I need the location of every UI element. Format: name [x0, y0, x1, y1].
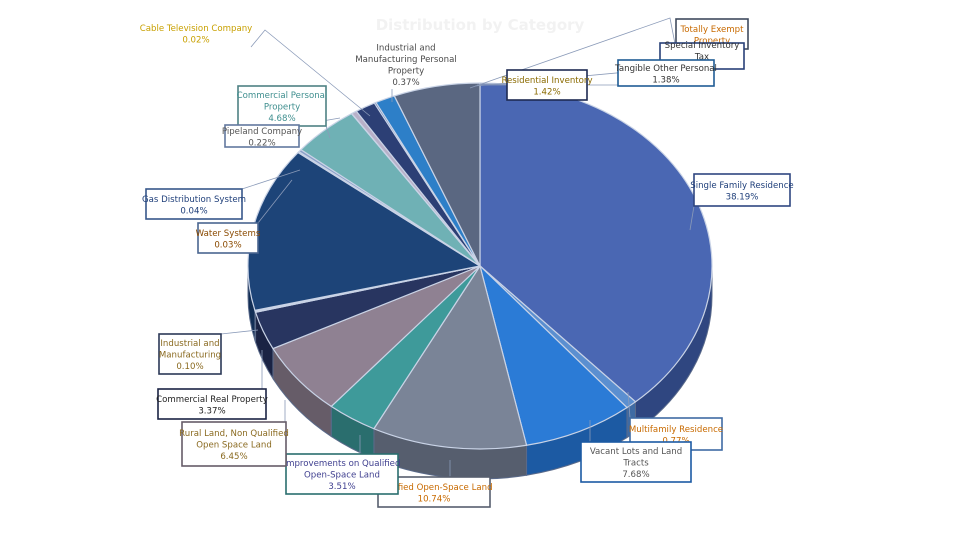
callout-value: 38.19%	[726, 192, 759, 202]
callout-label: Multifamily Residence	[629, 425, 723, 435]
pie-layer	[247, 82, 713, 480]
callout-value: 0.37%	[392, 78, 419, 88]
callout-box	[158, 333, 222, 375]
leader-line	[250, 29, 371, 117]
leader-line	[220, 329, 259, 335]
callout-industrial-and-manufacturing-personal-property: Industrial and Manufacturing PersonalProp…	[355, 43, 457, 88]
callout-box	[285, 453, 399, 495]
callout-label: Open Space Land	[196, 441, 272, 451]
leader-line	[627, 391, 631, 419]
callout-label: Industrial and	[376, 43, 435, 53]
pie-slice-qualified-open-space-land	[373, 265, 528, 450]
callout-value: 0.10%	[176, 362, 203, 372]
callout-value: 0.22%	[248, 138, 275, 148]
callout-label: Property	[388, 66, 424, 76]
callout-label: Tax	[694, 53, 709, 63]
callout-box	[145, 188, 243, 220]
leader-line	[241, 169, 301, 190]
callout-label: Improvements on Qualified	[284, 459, 401, 469]
callout-value: 0.02%	[182, 35, 209, 45]
callout-label: Qualified Open-Space Land	[375, 483, 492, 493]
callout-label: Pipeland Company	[222, 127, 302, 137]
callout-value: 6.45%	[220, 452, 247, 462]
callout-improvements-on-qualified-open-space-land: Improvements on Qualified Open-Space Land…	[284, 453, 401, 495]
callout-label: Single Family Residence	[690, 181, 793, 191]
callout-value: 4.68%	[268, 114, 295, 124]
callout-box	[181, 421, 287, 467]
callout-rural-land-non-qualified-open-space-land: Rural Land, Non Qualified Open Space Land…	[179, 421, 289, 467]
callout-label: Vacant Lots and Land	[590, 447, 682, 457]
callout-value: 1.42%	[533, 87, 560, 97]
callout-label: Commercial Personal	[237, 91, 328, 101]
leader-line	[257, 179, 293, 224]
callout-value: 10.74%	[418, 494, 451, 504]
callout-value: 1.38%	[652, 75, 679, 85]
pie-slice-totally-exempt-property	[393, 82, 481, 267]
callout-value: 0.03%	[214, 240, 241, 250]
callout-label: Manufacturing	[159, 351, 221, 361]
callout-value: 3.51%	[328, 482, 355, 492]
callout-box	[224, 124, 300, 148]
callout-value: 0.04%	[180, 206, 207, 216]
callout-label: Cable Television Company	[140, 24, 253, 34]
callout-box	[237, 85, 327, 127]
callout-label: Industrial and	[160, 339, 219, 349]
callout-label: Special Inventory	[665, 41, 740, 51]
callout-label: Tangible Other Personal	[614, 64, 717, 74]
callout-label: Gas Distribution System	[142, 195, 246, 205]
callout-label: Commercial Real Property	[156, 395, 268, 405]
callout-label: Tracts	[622, 459, 649, 469]
callout-box	[617, 59, 715, 87]
leader-line	[325, 125, 331, 139]
chart-title: Distribution by Category	[376, 16, 585, 34]
callout-label: Property	[264, 103, 300, 113]
callout-box	[157, 388, 267, 420]
callout-box	[580, 441, 692, 483]
callout-box	[506, 69, 588, 101]
callout-label: Residential Inventory	[501, 76, 592, 86]
leader-line	[689, 205, 695, 231]
callout-value: 7.68%	[622, 470, 649, 480]
callout-box	[197, 222, 259, 254]
callout-value: 3.37%	[198, 406, 225, 416]
leader-line	[469, 17, 677, 89]
callout-label: Totally Exempt	[679, 25, 744, 35]
callout-label: Property	[694, 36, 730, 46]
callout-label: Rural Land, Non Qualified	[179, 429, 289, 439]
callout-label: Manufacturing Personal	[355, 55, 457, 65]
callout-label: Water Systems	[196, 229, 261, 239]
callout-box	[693, 173, 791, 207]
callout-label: Open-Space Land	[304, 471, 380, 481]
pie-slice-vacant-lots-and-land-tracts	[479, 265, 628, 446]
